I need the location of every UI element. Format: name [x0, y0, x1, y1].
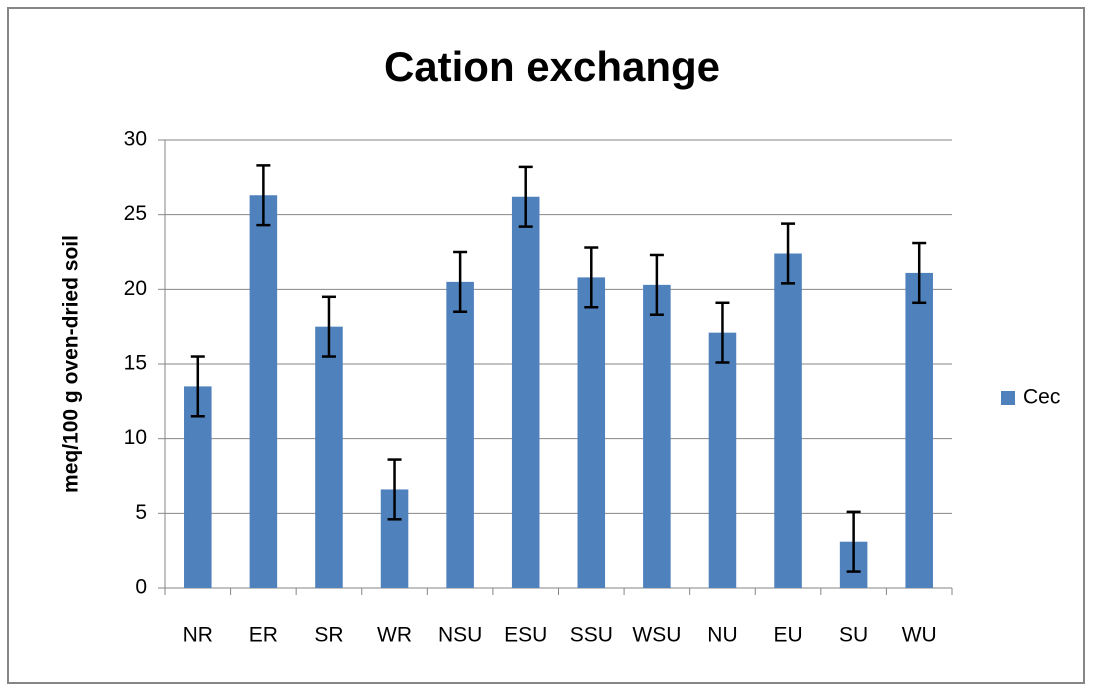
y-tick-label: 10: [124, 426, 147, 449]
x-tick-label: WR: [377, 624, 412, 647]
y-tick-label: 25: [124, 202, 147, 225]
bar: [315, 326, 343, 588]
bar: [446, 281, 474, 588]
y-tick-label: 5: [135, 501, 147, 524]
x-tick-label: WSU: [632, 624, 681, 647]
y-tick-label: 0: [135, 576, 147, 599]
bar: [708, 332, 737, 588]
x-tick-label: NR: [183, 624, 213, 647]
y-tick-label: 15: [124, 352, 147, 375]
bar: [249, 195, 278, 588]
y-axis-label: meq/100 g oven-dried soil: [60, 235, 83, 493]
y-tick-label: 30: [124, 128, 147, 151]
bar: [511, 196, 540, 588]
x-tick-label: NU: [707, 624, 737, 647]
bar: [184, 386, 212, 588]
x-tick-label: SU: [839, 624, 868, 647]
x-tick-label: SSU: [570, 624, 613, 647]
x-tick-label: SR: [314, 624, 343, 647]
legend-swatch: [1001, 391, 1015, 405]
x-tick-label: ER: [249, 624, 278, 647]
bar: [905, 272, 933, 588]
bar: [774, 253, 802, 588]
legend-label: Cec: [1023, 386, 1060, 409]
x-tick-label: NSU: [438, 624, 482, 647]
x-tick-label: WU: [902, 624, 937, 647]
chart-title: Cation exchange: [384, 43, 720, 90]
y-tick-label: 20: [124, 277, 147, 300]
bar: [577, 277, 606, 588]
x-tick-label: ESU: [504, 624, 547, 647]
x-tick-label: EU: [773, 624, 802, 647]
bar: [643, 284, 671, 588]
